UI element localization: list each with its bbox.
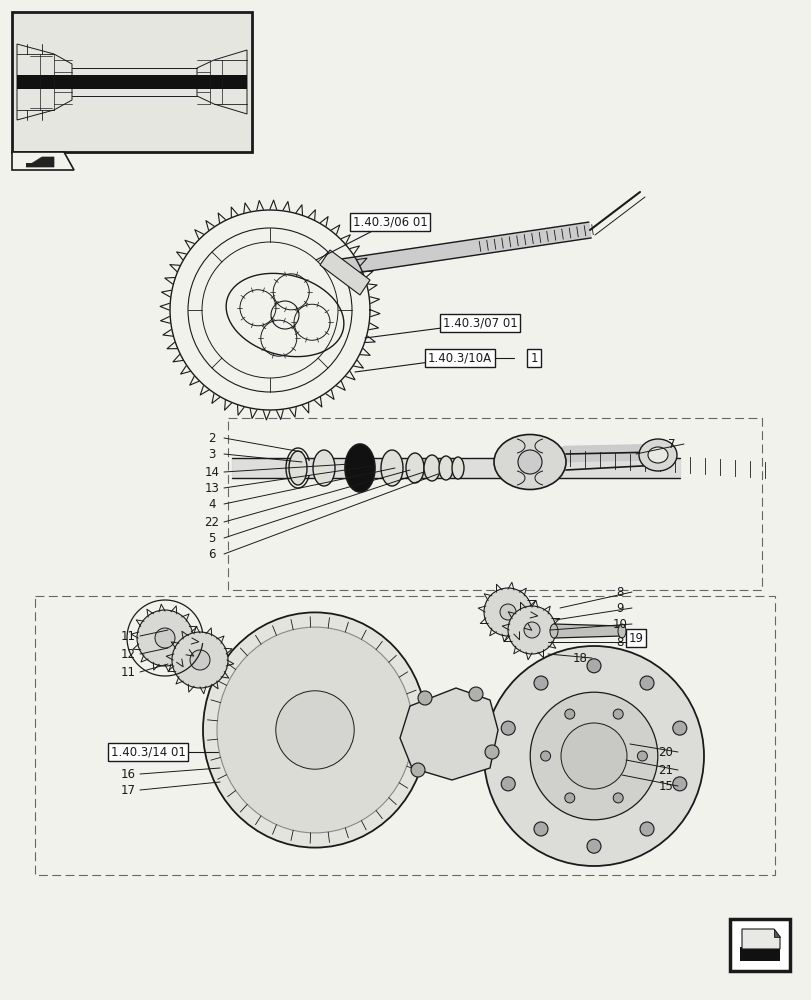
Ellipse shape: [549, 624, 557, 638]
Circle shape: [137, 610, 193, 666]
Circle shape: [469, 687, 483, 701]
Circle shape: [483, 646, 703, 866]
Text: 18: 18: [572, 652, 586, 664]
Circle shape: [586, 839, 600, 853]
Circle shape: [483, 588, 531, 636]
Text: 8: 8: [616, 585, 623, 598]
Text: 3: 3: [208, 448, 216, 460]
Circle shape: [155, 628, 175, 648]
Text: 12: 12: [120, 648, 135, 660]
Bar: [729, 919, 789, 971]
Polygon shape: [553, 624, 621, 638]
Circle shape: [586, 659, 600, 673]
Text: 1.40.3/06 01: 1.40.3/06 01: [352, 216, 427, 229]
Circle shape: [530, 692, 657, 820]
Text: 1: 1: [530, 352, 537, 364]
Ellipse shape: [493, 434, 565, 489]
Circle shape: [639, 676, 653, 690]
Text: 15: 15: [658, 780, 672, 792]
Circle shape: [484, 745, 499, 759]
Bar: [12, 12, 251, 152]
Circle shape: [534, 822, 547, 836]
Ellipse shape: [406, 453, 423, 483]
Polygon shape: [773, 929, 779, 937]
Ellipse shape: [647, 447, 667, 463]
Circle shape: [534, 676, 547, 690]
Ellipse shape: [312, 450, 335, 486]
Text: 1.40.3/14 01: 1.40.3/14 01: [110, 746, 185, 758]
Circle shape: [672, 721, 686, 735]
Circle shape: [508, 606, 556, 654]
Polygon shape: [320, 250, 370, 295]
Ellipse shape: [345, 444, 375, 492]
Circle shape: [540, 751, 550, 761]
Text: 21: 21: [658, 764, 672, 776]
Circle shape: [500, 721, 515, 735]
Text: 20: 20: [658, 746, 672, 758]
Bar: [35, 596, 774, 875]
Circle shape: [523, 622, 539, 638]
Polygon shape: [741, 929, 779, 949]
Text: 11: 11: [120, 666, 135, 678]
Ellipse shape: [217, 627, 413, 833]
Ellipse shape: [452, 457, 463, 479]
Circle shape: [172, 632, 228, 688]
Text: 4: 4: [208, 497, 216, 510]
Text: 8: 8: [616, 636, 623, 648]
Text: 2: 2: [208, 432, 216, 444]
Text: 19: 19: [628, 632, 642, 645]
Ellipse shape: [617, 624, 625, 638]
Ellipse shape: [638, 439, 676, 471]
Text: 17: 17: [120, 784, 135, 796]
Bar: [26, 163, 42, 167]
Circle shape: [190, 650, 210, 670]
Circle shape: [612, 709, 622, 719]
Circle shape: [564, 793, 574, 803]
Ellipse shape: [289, 451, 307, 485]
Circle shape: [500, 777, 515, 791]
Circle shape: [418, 691, 431, 705]
Ellipse shape: [439, 456, 453, 480]
Bar: [228, 418, 761, 590]
Text: 5: 5: [208, 532, 216, 544]
Polygon shape: [26, 157, 54, 167]
Circle shape: [672, 777, 686, 791]
Polygon shape: [333, 222, 590, 276]
Circle shape: [500, 604, 515, 620]
Text: 10: 10: [611, 617, 627, 631]
Circle shape: [612, 793, 622, 803]
Text: 6: 6: [208, 548, 216, 560]
Circle shape: [637, 751, 646, 761]
Circle shape: [276, 691, 354, 769]
Polygon shape: [12, 152, 74, 170]
Text: 22: 22: [204, 516, 219, 528]
Text: 1.40.3/10A: 1.40.3/10A: [427, 352, 491, 364]
Circle shape: [517, 450, 541, 474]
Text: 13: 13: [204, 482, 219, 494]
Circle shape: [410, 763, 424, 777]
Polygon shape: [400, 688, 497, 780]
Ellipse shape: [203, 612, 427, 848]
Text: 16: 16: [120, 768, 135, 780]
Ellipse shape: [380, 450, 402, 486]
Circle shape: [639, 822, 653, 836]
Text: 9: 9: [616, 601, 623, 614]
Text: 14: 14: [204, 466, 219, 479]
Text: 11: 11: [120, 630, 135, 643]
Circle shape: [564, 709, 574, 719]
Ellipse shape: [423, 455, 440, 481]
Circle shape: [560, 723, 626, 789]
Bar: [17, 75, 247, 89]
Text: 1.40.3/07 01: 1.40.3/07 01: [442, 316, 517, 330]
Bar: [739, 947, 779, 961]
Text: 7: 7: [667, 438, 675, 450]
